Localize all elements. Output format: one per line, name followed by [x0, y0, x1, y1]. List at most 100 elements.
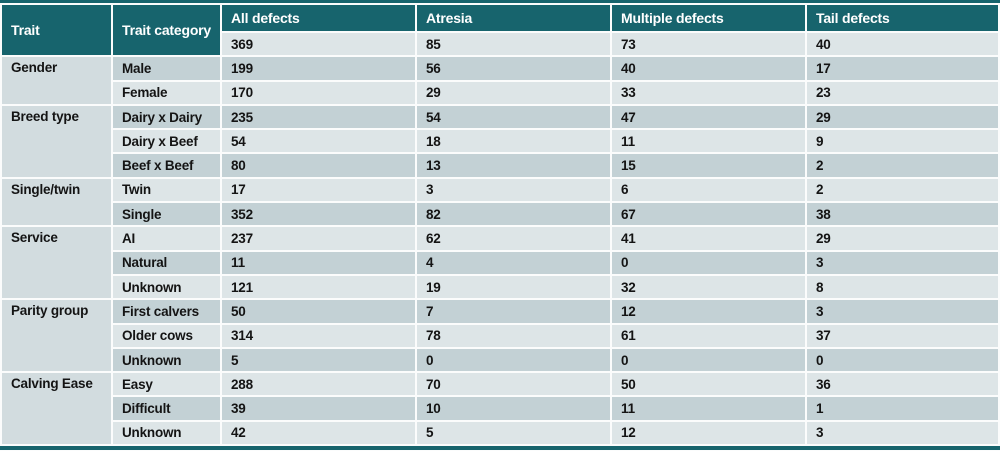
table-row: Single/twin Twin 17 3 6 2 — [2, 178, 998, 226]
value-cell: 10 — [417, 397, 610, 420]
value-cell: 12 — [612, 300, 805, 323]
trait-cell: Service — [2, 227, 111, 299]
value-cell: 17 — [807, 57, 998, 80]
value-cell: 19 — [417, 275, 610, 299]
trait-category-cell: Twin — [113, 178, 220, 202]
value-cell: 56 — [417, 57, 610, 80]
value-cell: 47 — [612, 105, 805, 129]
value-cell: 23 — [807, 81, 998, 104]
value-cell: 54 — [222, 130, 415, 153]
total-value-cell: 85 — [417, 33, 610, 56]
value-cell: 11 — [612, 130, 805, 153]
trait-category-cell: Female — [113, 81, 220, 104]
table-row: Breed type Dairy x Dairy 235 54 47 29 — [2, 105, 998, 177]
trait-category-cell: Difficult — [113, 397, 220, 420]
trait-category-cell: Natural — [113, 251, 220, 274]
value-cell: 29 — [807, 227, 998, 250]
defects-table: Trait Trait category All defects Atresia Mul… — [0, 3, 1000, 446]
value-cell: 8 — [807, 275, 998, 299]
trait-cell: Calving Ease — [2, 373, 111, 445]
value-cell: 61 — [612, 324, 805, 347]
value-cell: 1 — [807, 397, 998, 420]
value-cell: 12 — [612, 421, 805, 445]
value-cell: 199 — [222, 57, 415, 80]
trait-category-cell: Unknown — [113, 348, 220, 372]
column-header: Multiple defects — [612, 5, 805, 31]
value-cell: 62 — [417, 227, 610, 250]
value-cell: 15 — [612, 154, 805, 177]
table-row: Unknown 121 19 32 8 — [2, 275, 998, 299]
value-cell: 237 — [222, 227, 415, 250]
trait-cell: Breed type — [2, 105, 111, 177]
table-row: Older cows 314 78 61 37 — [2, 324, 998, 347]
table-row: Unknown 42 5 12 3 — [2, 421, 998, 445]
value-cell: 170 — [222, 81, 415, 104]
column-header: All defects — [222, 5, 415, 31]
trait-category-cell: First calvers — [113, 300, 220, 323]
value-cell: 37 — [807, 324, 998, 347]
value-cell: 41 — [612, 227, 805, 250]
value-cell: 67 — [612, 203, 805, 226]
trait-category-cell: AI — [113, 227, 220, 250]
value-cell: 33 — [612, 81, 805, 104]
value-cell: 2 — [807, 154, 998, 177]
value-cell: 29 — [807, 105, 998, 129]
table-row: Calving Ease Easy 288 70 50 36 — [2, 373, 998, 445]
table-row: Parity group First calvers 50 7 12 3 — [2, 300, 998, 372]
value-cell: 78 — [417, 324, 610, 347]
value-cell: 314 — [222, 324, 415, 347]
table-row: Gender Male 199 56 40 17 — [2, 57, 998, 104]
trait-category-cell: Unknown — [113, 275, 220, 299]
value-cell: 235 — [222, 105, 415, 129]
trait-category-cell: Male — [113, 57, 220, 80]
table-row: Beef x Beef 80 13 15 2 — [2, 154, 998, 177]
value-cell: 11 — [222, 251, 415, 274]
value-cell: 80 — [222, 154, 415, 177]
trait-category-cell: Easy — [113, 373, 220, 396]
total-value-cell: 40 — [807, 33, 998, 56]
value-cell: 2 — [807, 178, 998, 202]
value-cell: 3 — [807, 300, 998, 323]
value-cell: 32 — [612, 275, 805, 299]
value-cell: 5 — [417, 421, 610, 445]
value-cell: 7 — [417, 300, 610, 323]
value-cell: 0 — [417, 348, 610, 372]
value-cell: 50 — [612, 373, 805, 396]
value-cell: 42 — [222, 421, 415, 445]
table-header-row: Trait Trait category All defects Atresia Mul… — [2, 5, 998, 56]
total-value-cell: 73 — [612, 33, 805, 56]
value-cell: 288 — [222, 373, 415, 396]
table-row: Unknown 5 0 0 0 — [2, 348, 998, 372]
trait-category-cell: Unknown — [113, 421, 220, 445]
value-cell: 0 — [612, 251, 805, 274]
trait-cell: Single/twin — [2, 178, 111, 226]
value-cell: 11 — [612, 397, 805, 420]
value-cell: 29 — [417, 81, 610, 104]
value-cell: 6 — [612, 178, 805, 202]
value-cell: 70 — [417, 373, 610, 396]
column-header-trait: Trait — [2, 5, 111, 56]
column-header: Tail defects — [807, 5, 998, 31]
column-header-trait-category: Trait category — [113, 5, 220, 56]
value-cell: 17 — [222, 178, 415, 202]
value-cell: 352 — [222, 203, 415, 226]
table-bottom-border — [0, 446, 1000, 451]
value-cell: 5 — [222, 348, 415, 372]
column-header: Atresia — [417, 5, 610, 31]
value-cell: 9 — [807, 130, 998, 153]
value-cell: 13 — [417, 154, 610, 177]
table-row: Difficult 39 10 11 1 — [2, 397, 998, 420]
table-row: Female 170 29 33 23 — [2, 81, 998, 104]
value-cell: 4 — [417, 251, 610, 274]
value-cell: 3 — [807, 421, 998, 445]
value-cell: 38 — [807, 203, 998, 226]
value-cell: 39 — [222, 397, 415, 420]
value-cell: 50 — [222, 300, 415, 323]
table-row: Service AI 237 62 41 29 — [2, 227, 998, 299]
trait-category-cell: Single — [113, 203, 220, 226]
trait-cell: Gender — [2, 57, 111, 104]
total-value-cell: 369 — [222, 33, 415, 56]
table-row: Dairy x Beef 54 18 11 9 — [2, 130, 998, 153]
table-top-border — [0, 0, 1000, 3]
